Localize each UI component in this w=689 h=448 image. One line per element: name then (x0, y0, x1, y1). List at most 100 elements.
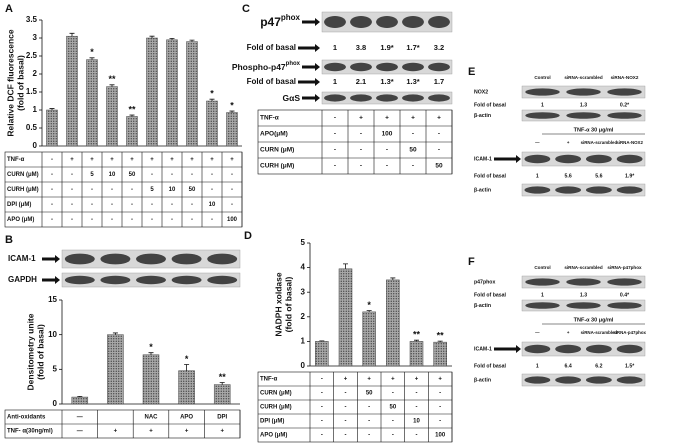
table-cell: - (412, 163, 414, 170)
table-cell: - (91, 187, 93, 193)
significance-label: ** (437, 331, 445, 341)
panel-label: F (468, 256, 475, 268)
table-cell: - (360, 131, 362, 138)
column-label: siRNA-scrambled (581, 330, 618, 335)
table-cell: 100 (227, 217, 238, 223)
y-tick-label: 3 (33, 33, 38, 42)
fold-value: 0.2* (620, 102, 630, 108)
table-cell: - (345, 405, 347, 411)
arrow (298, 78, 320, 86)
panel-label: E (468, 66, 475, 78)
table-cell: - (51, 217, 53, 223)
error-bar (229, 110, 235, 113)
table-cell: - (91, 217, 93, 223)
fold-value: 0.4* (620, 292, 630, 298)
blot-label-main: Phospho-p47 (232, 62, 286, 72)
row-label: TNF-α (260, 377, 278, 383)
bar (86, 59, 98, 147)
blot-label: GAPDH (8, 275, 37, 284)
table-cell: - (151, 217, 153, 223)
fold-value: 1.5* (625, 363, 635, 369)
fold-value: 3.8 (356, 43, 366, 52)
table-cell: - (416, 391, 418, 397)
y-axis-label: Relative DCF fluorescence (5, 29, 15, 137)
fold-label: Fold of basal (474, 173, 507, 179)
blot-band (607, 88, 642, 96)
bar (386, 279, 400, 367)
table-cell: - (151, 172, 153, 178)
bar (206, 100, 218, 147)
table-cell: - (334, 131, 336, 138)
fold-value: 1.9* (380, 43, 393, 52)
blot-band (585, 344, 612, 354)
y-tick-label: 2.5 (26, 51, 38, 60)
arrow (302, 63, 320, 71)
y-tick-label: 2 (33, 69, 38, 78)
table-cell: - (438, 131, 440, 138)
bar (338, 268, 353, 367)
arrow (494, 155, 521, 163)
error-bar (129, 114, 135, 117)
error-bar (169, 37, 175, 40)
column-label: Control (534, 75, 550, 80)
blot-band (524, 376, 551, 384)
table-cell: 10 (109, 172, 116, 178)
y-tick-label: 0 (53, 399, 58, 408)
error-bar (184, 364, 190, 371)
table-cell: + (220, 429, 224, 435)
fold-value: 1.3 (580, 292, 587, 298)
blot (521, 341, 646, 357)
table-cell: - (111, 202, 113, 208)
table-cell: - (386, 163, 388, 170)
arrow (42, 255, 60, 263)
table-cell: + (359, 115, 363, 122)
bar (186, 41, 198, 147)
column-label: siRNA-scrambled (564, 75, 602, 80)
fold-value: 1 (541, 102, 544, 108)
blot-band (100, 275, 131, 285)
blot (521, 183, 646, 197)
table-cell: - (439, 419, 441, 425)
table-cell: - (345, 419, 347, 425)
blot-band (566, 302, 601, 309)
bar (362, 311, 376, 367)
bar (142, 354, 160, 405)
panel-label: C (242, 3, 250, 15)
y-axis-label: NADPH xoldase (273, 272, 283, 337)
row-label: DPI (μM) (7, 202, 31, 208)
table-cell: - (439, 405, 441, 411)
table-cell: - (392, 433, 394, 439)
row-label: CURH (μM) (260, 405, 292, 411)
arrow (302, 94, 320, 102)
y-axis-label: (fold of basal) (35, 324, 45, 380)
bar (66, 35, 78, 147)
row-label: CURN (μM) (260, 147, 294, 154)
table-cell: - (51, 172, 53, 178)
significance-label: ** (219, 372, 227, 382)
blot-label: ICAM-1 (474, 156, 492, 162)
table-cell: 10 (413, 419, 420, 425)
table-cell: - (345, 433, 347, 439)
row-label: TNF- α(30ng/ml) (7, 429, 53, 435)
column-label: siRNA-scrambled (564, 265, 602, 270)
table-cell: 50 (366, 391, 373, 397)
fold-value: 5.6 (595, 173, 602, 179)
fold-value: 2.1 (356, 77, 366, 86)
significance-label: * (230, 100, 234, 110)
y-tick-label: 4 (301, 263, 306, 272)
table-cell: - (334, 163, 336, 170)
table-cell: - (321, 391, 323, 397)
bar (409, 341, 424, 367)
table-cell: + (385, 115, 389, 122)
y-tick-label: 15 (48, 295, 57, 304)
y-tick-label: 3 (301, 287, 306, 296)
significance-label: * (210, 89, 214, 99)
fold-value: 1.9* (625, 173, 635, 179)
blot-label: p47phox (474, 279, 495, 285)
row-label: Anti-oxidants (7, 415, 46, 421)
row-label: TNF-α (7, 157, 25, 163)
row-label: APO (μM) (260, 433, 287, 439)
blot-label-main: p47 (260, 15, 281, 29)
table-cell: — (77, 429, 83, 435)
